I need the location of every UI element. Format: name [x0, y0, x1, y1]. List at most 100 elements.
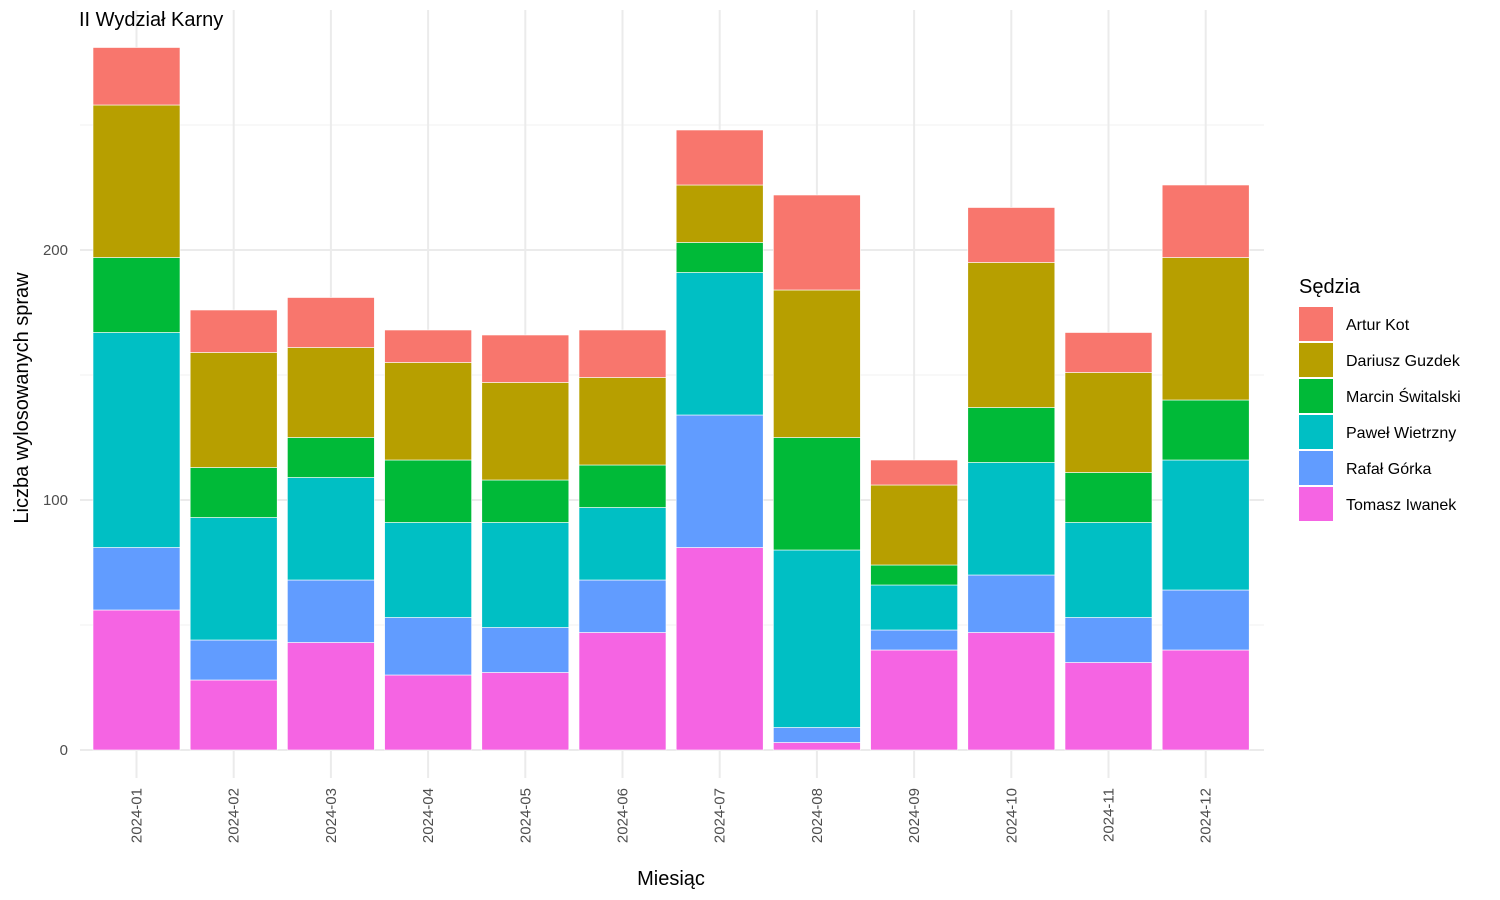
bar-segment [675, 242, 764, 273]
bar-segment [1064, 522, 1153, 618]
bar-segment [384, 522, 472, 618]
legend-swatch [1299, 415, 1333, 449]
bar-segment [287, 297, 375, 348]
bar-segment [967, 574, 1056, 633]
bar-segment [481, 479, 570, 523]
legend-swatch [1299, 343, 1333, 377]
bar-segment [384, 674, 472, 751]
bar-segment [578, 329, 667, 378]
bar-segment [481, 522, 570, 628]
bar-segment [481, 334, 570, 383]
bar-segment [675, 129, 764, 186]
x-axis-title: Miesiąc [637, 868, 705, 890]
bar-segment [189, 517, 278, 641]
y-axis-ticks: 0 100 200 [43, 242, 68, 759]
bar-segment [189, 679, 278, 751]
bar-segment [967, 407, 1056, 463]
bar-segment [773, 437, 861, 551]
bar-segment [773, 727, 861, 743]
bar-segment [189, 352, 278, 468]
bar-segment [773, 194, 861, 291]
legend-swatch [1299, 379, 1333, 413]
bar-segment [92, 547, 181, 611]
bar-segment [287, 437, 375, 478]
legend-label: Dariusz Guzdek [1346, 353, 1461, 370]
bar-segment [578, 579, 667, 633]
legend-label: Paweł Wietrzny [1346, 425, 1456, 442]
x-tick-label: 2024-11 [1101, 788, 1118, 842]
legend-label: Marcin Świtalski [1346, 387, 1461, 406]
bar-segment [773, 549, 861, 728]
x-tick-label: 2024-05 [517, 788, 534, 843]
bar-segment [578, 632, 667, 751]
bar-segment [1161, 257, 1250, 401]
x-tick-label: 2024-06 [615, 788, 632, 843]
bar-segment [384, 362, 472, 461]
bar-segment [773, 289, 861, 438]
bar-segment [92, 332, 181, 548]
bar-segment [870, 564, 958, 586]
bar-segment [287, 579, 375, 643]
bar-segment [1161, 459, 1250, 591]
bar-segment [967, 632, 1056, 751]
bar-segment [1064, 617, 1153, 663]
x-tick-label: 2024-08 [809, 788, 826, 843]
bar-segment [578, 507, 667, 581]
bar-segment [287, 642, 375, 751]
y-tick-label: 0 [60, 742, 68, 759]
y-tick-label: 200 [43, 242, 68, 259]
bar-segment [870, 484, 958, 566]
bar-segment [578, 464, 667, 508]
bar-segment [92, 257, 181, 333]
bar-segment [189, 309, 278, 353]
bar-segment [92, 104, 181, 258]
legend-swatch [1299, 307, 1333, 341]
bar-segment [92, 609, 181, 751]
bar-segment [967, 262, 1056, 408]
bar-segment [384, 617, 472, 676]
legend-label: Rafał Górka [1346, 461, 1431, 478]
bar-segment [481, 627, 570, 673]
bar-segment [870, 629, 958, 651]
bar-segment [481, 382, 570, 481]
bar-segment [1161, 589, 1250, 651]
chart-title: II Wydział Karny [79, 9, 223, 31]
bar-segment [287, 347, 375, 438]
bar-segment [1161, 399, 1250, 461]
bar-segment [870, 649, 958, 751]
legend-title: Sędzia [1299, 276, 1361, 298]
bar-segment [92, 47, 181, 106]
bar-segment [1064, 472, 1153, 523]
legend-label: Tomasz Iwanek [1346, 497, 1457, 514]
bar-segment [675, 414, 764, 548]
bar-segment [967, 207, 1056, 263]
bar-segment [1064, 332, 1153, 373]
bars [92, 47, 1250, 751]
x-tick-label: 2024-10 [1003, 788, 1020, 843]
bar-segment [481, 672, 570, 751]
bar-segment [675, 184, 764, 243]
x-tick-label: 2024-01 [129, 788, 146, 843]
legend-swatch [1299, 451, 1333, 485]
y-tick-label: 100 [43, 492, 68, 509]
x-tick-label: 2024-09 [906, 788, 923, 843]
bar-segment [1064, 372, 1153, 473]
bar-segment [773, 742, 861, 751]
bar-segment [578, 377, 667, 466]
bar-segment [1064, 662, 1153, 751]
x-tick-label: 2024-12 [1198, 788, 1215, 843]
bar-segment [967, 462, 1056, 576]
bar-segment [1161, 649, 1250, 751]
legend: Sędzia Artur Kot Dariusz Guzdek Marcin Świ… [1299, 276, 1461, 521]
x-tick-label: 2024-03 [323, 788, 340, 843]
x-tick-label: 2024-07 [712, 788, 729, 843]
bar-segment [675, 272, 764, 416]
bar-segment [870, 584, 958, 631]
legend-label: Artur Kot [1346, 317, 1410, 334]
x-axis-ticks: 2024-01 2024-02 2024-03 2024-04 2024-05 2024-… [129, 788, 1215, 843]
bar-segment [870, 459, 958, 486]
x-tick-label: 2024-04 [420, 788, 437, 843]
legend-swatch [1299, 487, 1333, 521]
bar-segment [287, 477, 375, 581]
